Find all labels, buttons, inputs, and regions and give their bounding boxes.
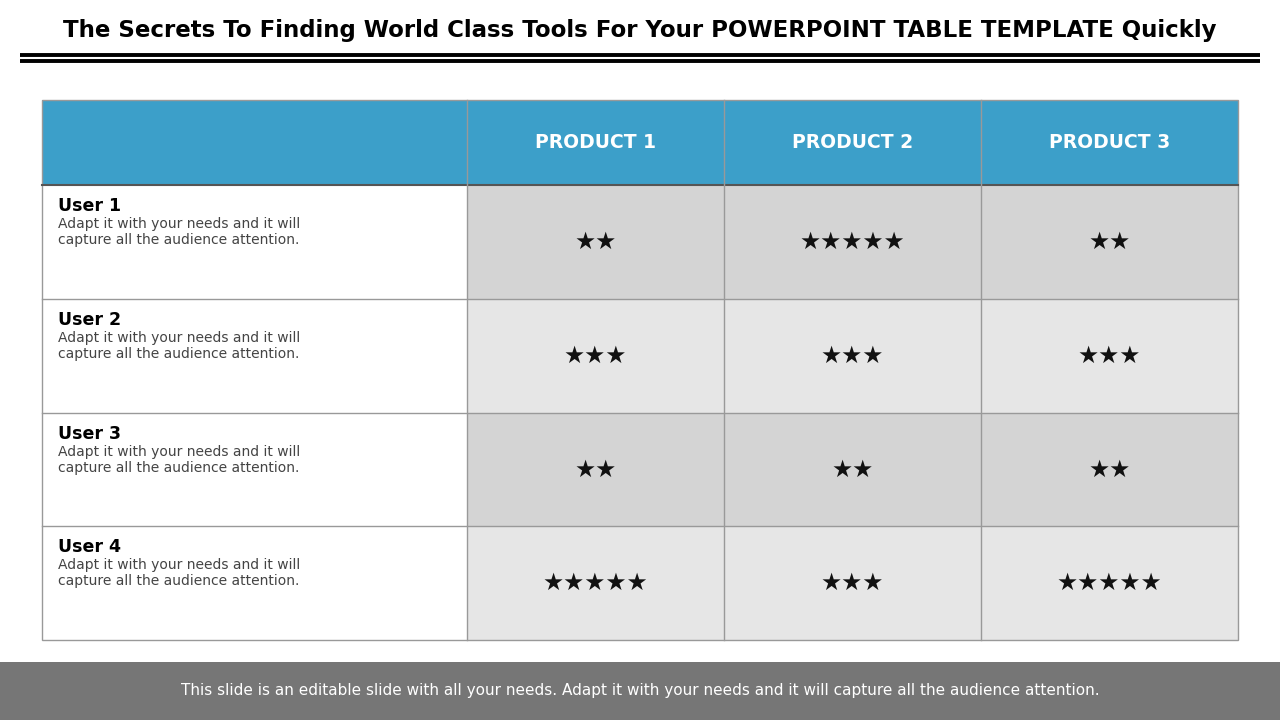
Text: capture all the audience attention.: capture all the audience attention. [58,461,300,474]
Text: PRODUCT 1: PRODUCT 1 [535,133,655,152]
Text: The Secrets To Finding World Class Tools For Your POWERPOINT TABLE TEMPLATE Quic: The Secrets To Finding World Class Tools… [63,19,1217,42]
Text: ★★★: ★★★ [563,344,627,368]
Text: User 2: User 2 [58,311,122,329]
Bar [42,100,1238,640]
Bar [467,299,723,413]
Bar [723,185,980,299]
Text: ★★★★★: ★★★★★ [543,571,648,595]
Bar [42,413,467,526]
Text: PRODUCT 2: PRODUCT 2 [792,133,913,152]
Bar [42,299,467,413]
Bar [42,100,1238,640]
Text: ★★: ★★ [831,457,873,482]
Text: ★★: ★★ [1088,457,1130,482]
Text: ★★★: ★★★ [820,344,884,368]
Text: This slide is an editable slide with all your needs. Adapt it with your needs an: This slide is an editable slide with all… [180,683,1100,698]
Bar [723,299,980,413]
Text: User 1: User 1 [58,197,122,215]
Text: capture all the audience attention.: capture all the audience attention. [58,233,300,248]
Bar [980,299,1238,413]
Bar [42,185,467,299]
Bar [42,526,467,640]
Bar [980,185,1238,299]
Bar [467,526,723,640]
Text: ★★★: ★★★ [1078,344,1140,368]
Text: ★★: ★★ [1088,230,1130,254]
Text: ★★★: ★★★ [820,571,884,595]
Text: ★★: ★★ [573,457,616,482]
Text: Adapt it with your needs and it will: Adapt it with your needs and it will [58,445,301,459]
Text: capture all the audience attention.: capture all the audience attention. [58,575,300,588]
Text: ★★: ★★ [573,230,616,254]
Bar [980,413,1238,526]
Bar [980,526,1238,640]
Text: Adapt it with your needs and it will: Adapt it with your needs and it will [58,558,301,572]
Bar [467,413,723,526]
Bar [723,413,980,526]
Bar [723,526,980,640]
Text: ★★★★★: ★★★★★ [800,230,905,254]
Bar [467,185,723,299]
Text: capture all the audience attention.: capture all the audience attention. [58,347,300,361]
Text: ★★★★★: ★★★★★ [1056,571,1162,595]
Text: User 4: User 4 [58,539,122,557]
Text: PRODUCT 3: PRODUCT 3 [1048,133,1170,152]
Text: User 3: User 3 [58,425,122,443]
Bar [0,662,1280,720]
Text: Adapt it with your needs and it will: Adapt it with your needs and it will [58,331,301,345]
Bar [42,100,1238,185]
Text: Adapt it with your needs and it will: Adapt it with your needs and it will [58,217,301,231]
